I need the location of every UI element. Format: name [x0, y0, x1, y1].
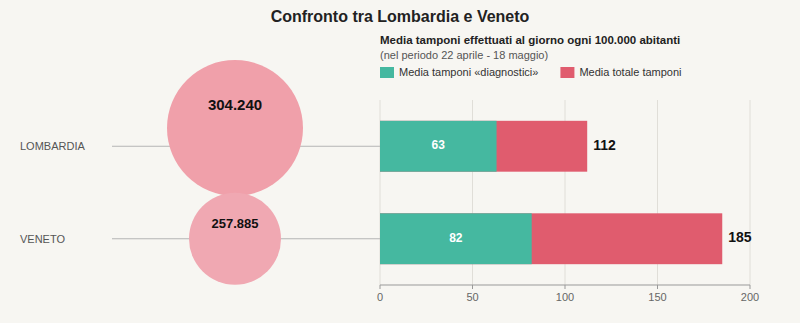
grid-line: [750, 100, 751, 285]
tick-mark: [565, 285, 566, 289]
x-axis: 0 50 100 150 200: [377, 100, 759, 303]
tick-label: 200: [741, 291, 759, 303]
category-label: VENETO: [20, 233, 65, 245]
tick-mark: [472, 285, 473, 289]
legend-entry: Media tamponi «diagnostici»: [399, 66, 538, 78]
category-label: LOMBARDIA: [20, 140, 85, 152]
axis-line: [380, 285, 750, 286]
region-panel: LOMBARDIA VENETO 304.240 257.885: [20, 60, 380, 285]
tick-mark: [380, 285, 381, 289]
annotation: 257.885: [212, 216, 259, 231]
bar: [380, 213, 532, 264]
data-label: 185: [728, 229, 752, 245]
bars: [380, 121, 722, 264]
title: Confronto tra Lombardia e Veneto: [271, 8, 530, 25]
data-label: 112: [593, 137, 616, 153]
subtitle: (nel periodo 22 aprile - 18 maggio): [380, 49, 548, 61]
region-circle: [189, 193, 281, 285]
tick-label: 50: [466, 291, 478, 303]
bar: [380, 121, 497, 172]
region-circle: [167, 60, 303, 196]
tick-label: 0: [377, 291, 383, 303]
legend-entry: Media totale tamponi: [579, 66, 681, 78]
bar: [380, 121, 587, 172]
tick-label: 100: [556, 291, 574, 303]
chart: Confronto tra Lombardia e Veneto Media ta…: [0, 0, 800, 323]
subtitle: Media tamponi effettuati al giorno ogni …: [380, 34, 680, 46]
data-label: 63: [432, 138, 446, 152]
annotation: 304.240: [208, 96, 262, 113]
tick-mark: [657, 285, 658, 289]
bar: [380, 213, 722, 264]
tick-mark: [750, 285, 751, 289]
tick-label: 150: [648, 291, 666, 303]
legend-swatch: [380, 67, 394, 78]
legend: Media tamponi «diagnostici» Media totale …: [380, 66, 682, 78]
legend-swatch: [560, 67, 574, 78]
data-labels: 63 82 112 185: [432, 137, 752, 246]
data-label: 82: [449, 231, 463, 245]
